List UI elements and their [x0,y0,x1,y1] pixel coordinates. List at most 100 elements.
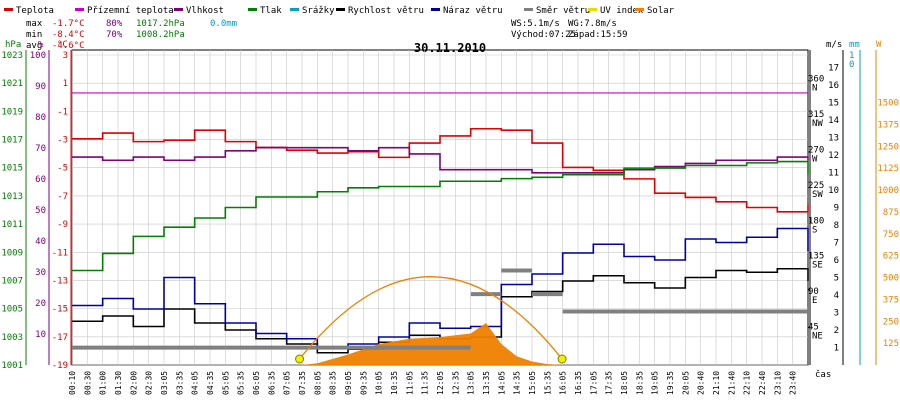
stats-min-press: 1008.2hPa [136,30,185,40]
temp-tick: -11 [52,248,68,258]
ms-tick: 14 [828,116,839,126]
pct-tick: 100 [30,51,46,61]
sunrise-info: Východ:07:25 [511,30,576,40]
legend-swatch [431,8,440,11]
ms-tick: 4 [834,291,839,301]
dir-label: NE [812,332,823,342]
x-tick-label: 09:35 [359,371,368,395]
x-tick-label: 22:10 [743,371,752,395]
x-tick-label: 02:00 [129,371,138,395]
wind-gust-info: WG:7.8m/s [568,19,617,29]
hpa-tick: 1015 [1,164,23,174]
dir-label: SW [812,190,823,200]
left-axes: 1023102110191017101510131011100910071005… [1,50,72,371]
sunset-marker [557,354,567,364]
dir-tick: 45 [808,323,819,333]
x-tick-label: 08:35 [329,371,338,395]
x-tick-label: 13:35 [482,371,491,395]
mm-tick: 1 [849,51,854,61]
axis-unit-headers: hPa % °C m/s mm W čas [5,40,882,380]
ms-tick: 6 [834,256,839,266]
x-tick-label: 18:05 [620,371,629,395]
dir-label: E [812,296,817,306]
unit-w: W [876,40,882,50]
x-tick-label: 04:05 [191,371,200,395]
dir-label: SE [812,261,823,271]
legend-label: Rychlost větru [348,6,424,16]
w-tick: 1125 [877,164,899,174]
temp-tick: 3 [63,51,68,61]
hpa-tick: 1001 [1,361,23,371]
hpa-tick: 1013 [1,192,23,202]
x-tick-label: 03:35 [175,371,184,395]
series-line [72,146,809,174]
w-tick: 375 [883,295,899,305]
x-tick-label: 11:05 [405,371,414,395]
x-axis: 00:10 00:30 01:00 01:30 02:00 02:30 03:05 03:35… [68,371,798,395]
x-tick-label: 06:35 [267,371,276,395]
chart-title: 30.11.2010 [414,41,486,55]
temp-tick: 1 [63,79,68,89]
legend-label: Náraz větru [443,6,503,16]
temp-tick: -17 [52,333,68,343]
hpa-tick: 1023 [1,51,23,61]
dir-tick: 360 [808,75,824,85]
x-tick-label: 19:05 [651,371,660,395]
x-tick-label: 06:05 [252,371,261,395]
legend-swatch [290,8,299,11]
ms-tick: 8 [834,221,839,231]
x-tick-label: 05:35 [237,371,246,395]
x-tick-label: 08:05 [313,371,322,395]
hpa-tick: 1005 [1,305,23,315]
x-tick-label: 23:10 [773,371,782,395]
ms-tick: 16 [828,81,839,91]
dir-label: S [812,225,817,235]
legend-swatch [524,8,533,11]
ms-tick: 13 [828,134,839,144]
solar-area [302,323,563,365]
x-tick-label: 22:40 [758,371,767,395]
w-tick: 250 [883,317,899,327]
x-tick-label: 20:05 [681,371,690,395]
dir-tick: 135 [808,252,824,262]
stats-block: max -1.7°C 80% 1017.2hPa 0.0mm min -8.4°… [26,19,237,51]
dir-tick: 270 [808,145,824,155]
temp-tick: -15 [52,305,68,315]
ms-tick: 3 [834,309,839,319]
stats-max-hum: 80% [106,19,123,29]
x-tick-label: 19:35 [666,371,675,395]
unit-time: čas [815,369,831,380]
dir-tick: 225 [808,181,824,191]
legend-swatch [4,8,13,11]
x-tick-label: 00:30 [83,371,92,395]
legend-label: UV index [600,6,644,16]
dir-label: W [812,154,818,164]
pct-tick: 40 [35,237,46,247]
x-tick-label: 16:35 [574,371,583,395]
w-tick: 1000 [877,186,899,196]
x-tick-label: 21:10 [712,371,721,395]
sunset-info: Západ:15:59 [568,30,628,40]
dir-tick: 90 [808,287,819,297]
w-tick: 125 [883,339,899,349]
temp-tick: -9 [57,220,68,230]
x-tick-label: 07:05 [283,371,292,395]
mm-tick: 0 [849,60,854,70]
x-tick-label: 17:35 [605,371,614,395]
x-tick-label: 01:00 [99,371,108,395]
x-tick-label: 07:35 [298,371,307,395]
legend: Teplota Přízemní teplota Vlhkost Tlak Srážky… [4,6,675,16]
unit-hpa: hPa [5,40,21,50]
hpa-tick: 1019 [1,107,23,117]
hpa-tick: 1021 [1,79,23,89]
ms-tick: 2 [834,326,839,336]
stats-min-label: min [26,30,42,40]
ms-tick: 12 [828,151,839,161]
legend-label: Srážky [302,6,335,16]
x-tick-label: 11:35 [421,371,430,395]
dir-label: NW [812,119,823,129]
x-tick-label: 17:05 [589,371,598,395]
x-tick-label: 02:30 [145,371,154,395]
temp-tick: -3 [57,136,68,146]
